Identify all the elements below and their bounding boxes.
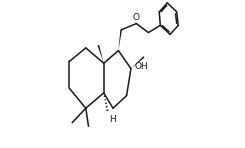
Polygon shape — [131, 56, 145, 69]
Text: H: H — [109, 115, 115, 124]
Polygon shape — [98, 45, 104, 63]
Polygon shape — [118, 30, 122, 51]
Text: O: O — [132, 13, 139, 22]
Text: OH: OH — [134, 62, 148, 71]
